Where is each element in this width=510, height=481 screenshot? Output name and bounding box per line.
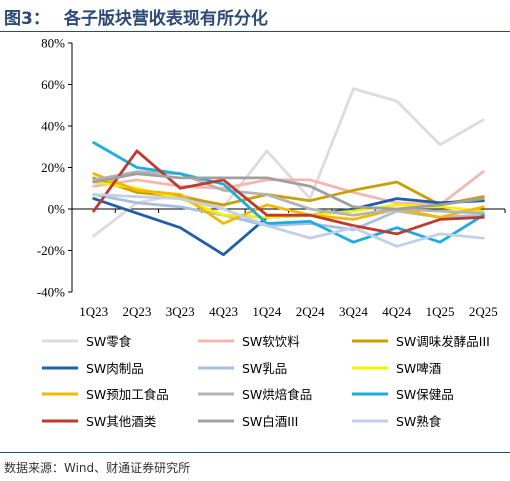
legend-label-SW预加工食品: SW预加工食品 (86, 387, 169, 402)
y-tick-label: 20% (41, 160, 65, 175)
x-tick-label: 1Q23 (79, 304, 108, 319)
legend-label-SW软饮料: SW软饮料 (242, 334, 300, 349)
legend-label-SW肉制品: SW肉制品 (86, 361, 144, 376)
legend-label-SW保健品: SW保健品 (396, 387, 454, 402)
legend-label-SW熟食: SW熟食 (396, 414, 442, 429)
legend-label-SW白酒III: SW白酒III (242, 414, 298, 429)
legend-label-SW啤酒: SW啤酒 (396, 361, 441, 376)
x-tick-label: 1Q24 (252, 304, 281, 319)
legend-label-SW乳品: SW乳品 (242, 361, 287, 376)
x-tick-label: 4Q24 (382, 304, 411, 319)
line-chart: -40% -20% 0% 20% 40% 60% 80% 1Q23 2Q23 3Q23 4Q23 1Q… (0, 0, 510, 450)
legend-label-SW其他酒类: SW其他酒类 (86, 414, 157, 429)
source-note: 数据来源：Wind、财通证券研究所 (4, 459, 190, 476)
x-tick-label: 3Q24 (339, 304, 368, 319)
y-tick-label: -40% (37, 285, 65, 300)
source-divider (0, 452, 510, 453)
x-tick-label: 3Q23 (166, 304, 195, 319)
legend-label-SW调味发酵品III: SW调味发酵品III (396, 334, 490, 349)
x-tick-label: 1Q25 (426, 304, 455, 319)
y-tick-label: 60% (41, 77, 65, 92)
legend-label-SW零食: SW零食 (86, 334, 132, 349)
x-tick-label: 2Q25 (469, 304, 498, 319)
y-tick-label: -20% (37, 243, 65, 258)
y-tick-label: 0% (48, 202, 66, 217)
legend-label-SW烘焙食品: SW烘焙食品 (242, 387, 312, 402)
y-tick-label: 40% (41, 119, 65, 134)
x-tick-label: 2Q24 (296, 304, 325, 319)
y-tick-label: 80% (41, 36, 65, 51)
x-tick-label: 4Q23 (209, 304, 238, 319)
x-tick-label: 2Q23 (123, 304, 152, 319)
